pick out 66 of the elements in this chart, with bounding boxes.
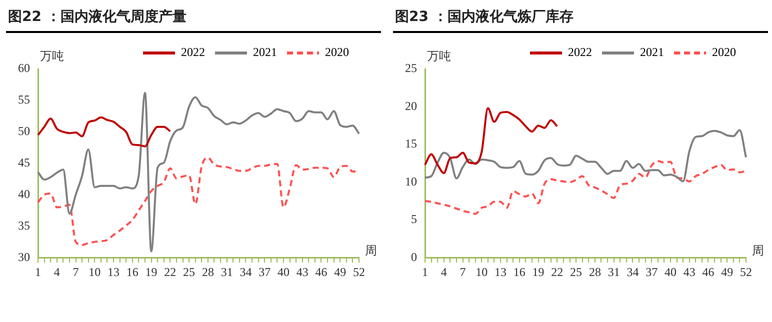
legend-label: 2020 <box>712 45 736 60</box>
y-tick-label: 10 <box>405 174 417 188</box>
x-tick-label: 28 <box>588 264 601 279</box>
x-axis-title: 周 <box>752 244 764 258</box>
x-tick-label: 37 <box>258 264 271 279</box>
x-tick-label: 13 <box>108 264 120 279</box>
x-tick-label: 22 <box>551 264 564 279</box>
x-tick-label: 10 <box>476 264 488 279</box>
x-tick-label: 40 <box>277 264 290 279</box>
y-axis-title: 万吨 <box>40 49 64 64</box>
x-tick-label: 25 <box>570 264 582 279</box>
x-tick-label: 25 <box>183 264 196 279</box>
line-series <box>424 129 747 182</box>
legend-label: 2021 <box>640 45 664 60</box>
y-tick-label: 55 <box>18 92 30 107</box>
chart-title: 图23 ：国内液化气炼厂库存 <box>393 4 768 33</box>
legend-label: 2020 <box>325 45 349 60</box>
x-tick-label: 52 <box>740 264 752 279</box>
legend-label: 2022 <box>568 45 592 60</box>
y-axis-title: 万吨 <box>427 49 451 64</box>
x-tick-label: 4 <box>440 264 447 279</box>
x-tick-label: 7 <box>72 264 79 279</box>
x-tick-label: 46 <box>315 264 328 279</box>
y-tick-label: 40 <box>18 186 30 201</box>
x-tick-label: 52 <box>353 264 365 279</box>
x-tick-label: 49 <box>334 264 346 279</box>
y-tick-label: 0 <box>411 250 417 264</box>
x-tick-label: 1 <box>422 264 428 279</box>
x-tick-label: 43 <box>683 264 696 279</box>
x-tick-label: 22 <box>164 264 176 279</box>
x-tick-label: 46 <box>702 264 714 279</box>
x-tick-label: 34 <box>626 264 639 279</box>
y-tick-label: 50 <box>18 124 30 138</box>
x-tick-label: 16 <box>126 264 138 279</box>
y-tick-label: 20 <box>405 98 417 113</box>
y-tick-label: 5 <box>411 212 417 226</box>
x-tick-label: 43 <box>296 264 308 279</box>
line-series <box>37 116 172 148</box>
y-tick-label: 35 <box>18 218 30 232</box>
x-axis-title: 周 <box>365 244 377 258</box>
x-tick-label: 7 <box>460 264 466 279</box>
y-tick-label: 60 <box>18 61 30 76</box>
x-tick-label: 37 <box>646 264 658 279</box>
x-tick-label: 4 <box>54 264 60 279</box>
line-series <box>37 92 360 252</box>
x-tick-label: 1 <box>35 264 41 279</box>
y-tick-label: 45 <box>18 155 30 170</box>
legend-label: 2022 <box>181 45 205 60</box>
x-tick-label: 13 <box>494 264 507 279</box>
x-tick-label: 40 <box>664 264 676 279</box>
x-tick-label: 10 <box>88 264 101 279</box>
line-series <box>424 107 558 174</box>
line-series <box>424 160 747 215</box>
x-tick-label: 31 <box>220 264 233 279</box>
x-tick-label: 31 <box>608 264 620 279</box>
legend-label: 2021 <box>253 45 277 60</box>
x-tick-label: 19 <box>532 264 544 279</box>
chart-title: 图22 ：国内液化气周度产量 <box>6 4 381 33</box>
y-tick-label: 25 <box>405 61 417 76</box>
x-tick-label: 34 <box>240 264 252 279</box>
x-tick-label: 49 <box>721 264 734 279</box>
x-tick-label: 19 <box>145 264 158 279</box>
x-tick-label: 16 <box>513 264 526 279</box>
y-tick-label: 15 <box>405 136 417 151</box>
y-tick-label: 30 <box>18 250 30 264</box>
x-tick-label: 28 <box>202 264 214 279</box>
